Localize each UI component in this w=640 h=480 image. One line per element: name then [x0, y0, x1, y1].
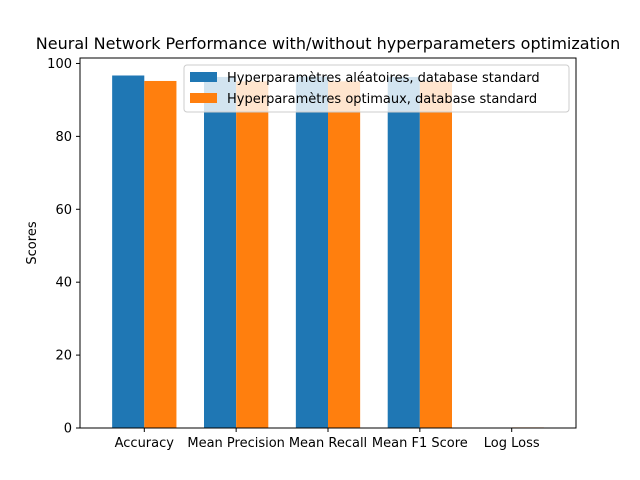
plot-frame — [79, 57, 577, 429]
legend: Hyperparamètres aléatoires, database sta… — [183, 64, 570, 113]
x-axis-ticks: Accuracy Mean Precision Mean Recall Mean F1… — [115, 428, 540, 451]
x-tick-label: Mean F1 Score — [372, 436, 468, 451]
y-tick-label: 40 — [55, 276, 72, 291]
bar-0-0 — [112, 75, 145, 429]
x-tick-label: Log Loss — [484, 436, 540, 451]
x-tick-label: Mean Recall — [289, 436, 367, 451]
y-tick-label: 100 — [47, 57, 72, 72]
legend-box — [183, 64, 570, 113]
chart-title: Neural Network Performance with/without … — [36, 34, 620, 53]
x-tick-label: Mean Precision — [187, 436, 285, 451]
bar-1-0 — [144, 80, 177, 428]
bars-group — [112, 75, 544, 429]
y-tick-label: 80 — [55, 130, 72, 145]
bar-1-3 — [419, 81, 452, 428]
bar-0-3 — [387, 76, 420, 429]
bar-0-2 — [295, 76, 328, 429]
legend-label-0: Hyperparamètres aléatoires, database sta… — [227, 71, 540, 86]
x-tick-label: Accuracy — [115, 436, 175, 451]
y-axis-label: Scores — [25, 221, 40, 264]
y-axis-ticks: 0 20 40 60 80 100 — [47, 57, 80, 437]
y-tick-label: 60 — [55, 203, 72, 218]
bar-1-1 — [236, 81, 269, 428]
y-tick-label: 0 — [64, 422, 72, 437]
bar-0-1 — [204, 76, 237, 429]
legend-label-1: Hyperparamètres optimaux, database stand… — [227, 92, 537, 107]
bar-1-2 — [328, 81, 361, 428]
legend-swatch-0 — [190, 72, 217, 82]
y-tick-label: 20 — [55, 349, 72, 364]
legend-swatch-1 — [190, 93, 217, 103]
